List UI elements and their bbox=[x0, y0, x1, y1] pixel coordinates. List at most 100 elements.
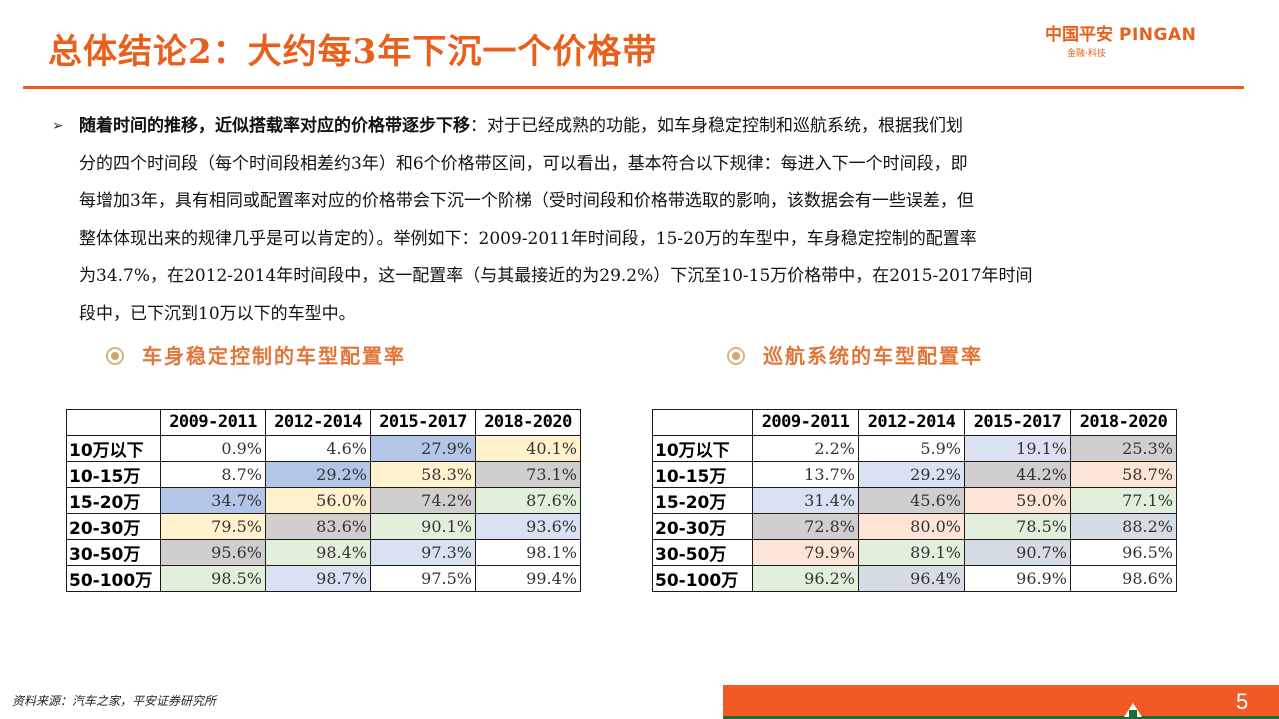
rate-cell: 45.6% bbox=[858, 486, 965, 514]
table-row: 10-15万 8.7% 29.2% 58.3% 73.1% bbox=[66, 460, 581, 488]
rate-cell: 40.1% bbox=[475, 434, 581, 462]
row-label: 50-100万 bbox=[652, 564, 753, 592]
rate-cell: 31.4% bbox=[752, 486, 859, 514]
table-row: 20-30万 72.8% 80.0% 78.5% 88.2% bbox=[652, 512, 1177, 540]
table-row: 30-50万 79.9% 89.1% 90.7% 96.5% bbox=[652, 538, 1177, 566]
row-label: 15-20万 bbox=[652, 486, 753, 514]
rate-cell: 2.2% bbox=[752, 434, 859, 462]
rate-cell: 96.4% bbox=[858, 564, 965, 592]
rate-cell: 58.7% bbox=[1070, 460, 1177, 488]
row-label: 10万以下 bbox=[66, 434, 161, 462]
rate-cell: 98.1% bbox=[475, 538, 581, 566]
rate-cell: 79.9% bbox=[752, 538, 859, 566]
rate-cell: 29.2% bbox=[265, 460, 371, 488]
rate-cell: 93.6% bbox=[475, 512, 581, 540]
column-header: 2009-2011 bbox=[752, 409, 859, 436]
column-header: 2012-2014 bbox=[858, 409, 965, 436]
rate-cell: 83.6% bbox=[265, 512, 371, 540]
paragraph-line: 整体体现出来的规律几乎是可以肯定的）。举例如下：2009-2011年时间段，15… bbox=[79, 228, 977, 249]
paragraph-line: 段中，已下沉到10万以下的车型中。 bbox=[79, 303, 356, 324]
table-row: 10万以下 2.2% 5.9% 19.1% 25.3% bbox=[652, 434, 1177, 462]
paragraph-line: 为34.7%，在2012-2014年时间段中，这一配置率（与其最接近的为29.2… bbox=[79, 266, 1033, 286]
rate-cell: 78.5% bbox=[964, 512, 1071, 540]
column-header: 2018-2020 bbox=[1070, 409, 1177, 436]
logo-tagline: 金融·科技 bbox=[1067, 49, 1106, 59]
table-row: 30-50万 95.6% 98.4% 97.3% 98.1% bbox=[66, 538, 581, 566]
rate-cell: 97.3% bbox=[370, 538, 476, 566]
column-header: 2018-2020 bbox=[475, 409, 581, 436]
rate-cell: 34.7% bbox=[160, 486, 266, 514]
rate-cell: 0.9% bbox=[160, 434, 266, 462]
table-row: 50-100万 96.2% 96.4% 96.9% 98.6% bbox=[652, 564, 1177, 592]
column-header: 2009-2011 bbox=[160, 409, 266, 436]
column-header: 2015-2017 bbox=[964, 409, 1071, 436]
page-number: 5 bbox=[1236, 689, 1249, 714]
table-row: 20-30万 79.5% 83.6% 90.1% 93.6% bbox=[66, 512, 581, 540]
rate-cell: 73.1% bbox=[475, 460, 581, 488]
rate-cell: 98.6% bbox=[1070, 564, 1177, 592]
page-title: 总体结论2：大约每3年下沉一个价格带 bbox=[48, 32, 658, 72]
rate-cell: 19.1% bbox=[964, 434, 1071, 462]
title-divider bbox=[23, 86, 1244, 89]
rate-cell: 80.0% bbox=[858, 512, 965, 540]
rate-cell: 29.2% bbox=[858, 460, 965, 488]
rate-cell: 8.7% bbox=[160, 460, 266, 488]
rate-cell: 25.3% bbox=[1070, 434, 1177, 462]
table-row: 15-20万 31.4% 45.6% 59.0% 77.1% bbox=[652, 486, 1177, 514]
esc-table-heading: 车身稳定控制的车型配置率 bbox=[106, 340, 406, 369]
rate-cell: 88.2% bbox=[1070, 512, 1177, 540]
rate-cell: 90.1% bbox=[370, 512, 476, 540]
rate-cell: 96.2% bbox=[752, 564, 859, 592]
rate-cell: 13.7% bbox=[752, 460, 859, 488]
rate-cell: 95.6% bbox=[160, 538, 266, 566]
row-label: 30-50万 bbox=[66, 538, 161, 566]
paragraph-line: 分的四个时间段（每个时间段相差约3年）和6个价格带区间，可以看出，基本符合以下规… bbox=[79, 153, 968, 174]
cruise-rate-table: 2009-2011 2012-2014 2015-2017 2018-2020 … bbox=[652, 409, 1177, 592]
source-note: 资料来源：汽车之家，平安证券研究所 bbox=[12, 694, 217, 708]
corner-cell bbox=[652, 409, 753, 436]
rate-cell: 96.5% bbox=[1070, 538, 1177, 566]
radio-bullet-icon bbox=[106, 347, 124, 365]
rate-cell: 5.9% bbox=[858, 434, 965, 462]
logo-cn-text: 中国平安 bbox=[1045, 25, 1113, 45]
table-row: 10万以下 0.9% 4.6% 27.9% 40.1% bbox=[66, 434, 581, 462]
summary-paragraph: ➢ 随着时间的推移，近似搭载率对应的价格带逐步下移：对于已经成熟的功能，如车身稳… bbox=[52, 108, 1204, 333]
rate-cell: 79.5% bbox=[160, 512, 266, 540]
rate-cell: 4.6% bbox=[265, 434, 371, 462]
row-label: 20-30万 bbox=[66, 512, 161, 540]
rate-cell: 58.3% bbox=[370, 460, 476, 488]
row-label: 20-30万 bbox=[652, 512, 753, 540]
rate-cell: 56.0% bbox=[265, 486, 371, 514]
column-header: 2012-2014 bbox=[265, 409, 371, 436]
table-row: 50-100万 98.5% 98.7% 97.5% 99.4% bbox=[66, 564, 581, 592]
rate-cell: 98.5% bbox=[160, 564, 266, 592]
rate-cell: 44.2% bbox=[964, 460, 1071, 488]
arrow-right-icon: ➢ bbox=[52, 118, 64, 134]
row-label: 10-15万 bbox=[652, 460, 753, 488]
rate-cell: 59.0% bbox=[964, 486, 1071, 514]
rate-cell: 98.4% bbox=[265, 538, 371, 566]
rate-cell: 74.2% bbox=[370, 486, 476, 514]
column-header: 2015-2017 bbox=[370, 409, 476, 436]
footer-bar bbox=[723, 685, 1279, 717]
table-row: 10-15万 13.7% 29.2% 44.2% 58.7% bbox=[652, 460, 1177, 488]
rate-cell: 72.8% bbox=[752, 512, 859, 540]
table-header-row: 2009-2011 2012-2014 2015-2017 2018-2020 bbox=[652, 409, 1177, 436]
rate-cell: 96.9% bbox=[964, 564, 1071, 592]
row-label: 10万以下 bbox=[652, 434, 753, 462]
table-header-row: 2009-2011 2012-2014 2015-2017 2018-2020 bbox=[66, 409, 581, 436]
rate-cell: 98.7% bbox=[265, 564, 371, 592]
rate-cell: 27.9% bbox=[370, 434, 476, 462]
rate-cell: 87.6% bbox=[475, 486, 581, 514]
table-row: 15-20万 34.7% 56.0% 74.2% 87.6% bbox=[66, 486, 581, 514]
corner-cell bbox=[66, 409, 161, 436]
row-label: 15-20万 bbox=[66, 486, 161, 514]
pingan-logo: 中国平安 PINGAN 金融·科技 bbox=[1045, 20, 1245, 62]
rate-cell: 89.1% bbox=[858, 538, 965, 566]
row-label: 10-15万 bbox=[66, 460, 161, 488]
row-label: 50-100万 bbox=[66, 564, 161, 592]
logo-en-text: PINGAN bbox=[1119, 25, 1197, 45]
footer-green-line bbox=[723, 716, 1279, 719]
cruise-table-heading: 巡航系统的车型配置率 bbox=[727, 340, 983, 369]
rate-cell: 97.5% bbox=[370, 564, 476, 592]
